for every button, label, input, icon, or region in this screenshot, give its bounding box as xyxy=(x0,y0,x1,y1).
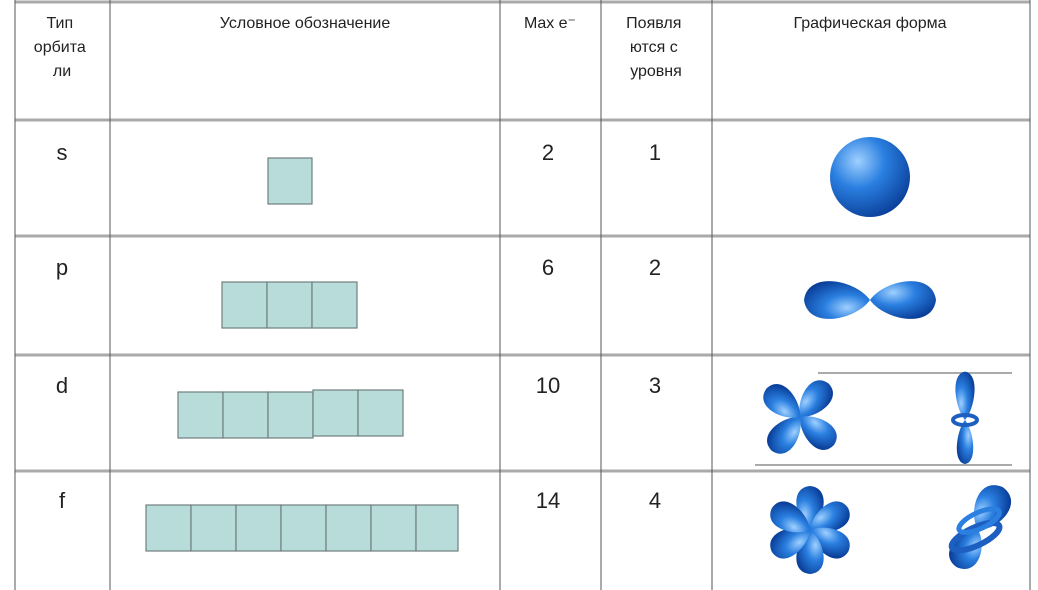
lobe xyxy=(870,281,936,319)
cell-box xyxy=(371,505,416,551)
cell-box xyxy=(312,282,357,328)
orbital-type: f xyxy=(59,488,66,513)
header-line: ли xyxy=(53,63,71,80)
orbital-table: Тип орбита ли Условное обозначение Max e… xyxy=(0,0,1038,590)
lobe xyxy=(955,372,974,420)
cell-box xyxy=(281,505,326,551)
p-orbital xyxy=(804,281,936,319)
header-cell: Условное обозначение xyxy=(220,15,391,32)
f-orbital-complex xyxy=(943,479,1017,575)
lobe xyxy=(804,281,870,319)
max-electrons: 14 xyxy=(536,488,560,513)
s-orbital xyxy=(830,137,910,217)
header-cell: Max e⁻ xyxy=(524,15,576,32)
cell-box xyxy=(236,505,281,551)
cell-box xyxy=(223,392,268,438)
level: 1 xyxy=(649,140,661,165)
cell-box xyxy=(313,390,358,436)
header-line: орбита xyxy=(34,39,86,56)
orbital-type: p xyxy=(56,255,68,280)
header-cell: Графическая форма xyxy=(793,15,946,32)
header-cell: Тип орбита ли xyxy=(34,15,90,80)
orbital-type: d xyxy=(56,373,68,398)
cell-box xyxy=(326,505,371,551)
cell-box xyxy=(358,390,403,436)
orbital-type: s xyxy=(57,140,68,165)
cell-box xyxy=(416,505,458,551)
max-electrons: 10 xyxy=(536,373,560,398)
page: {"table": { "header": [["Тип", "орбита",… xyxy=(0,0,1038,590)
cell-box xyxy=(268,158,312,204)
d-orbital-clover xyxy=(758,375,843,460)
d-boxes xyxy=(178,390,403,438)
cell-box xyxy=(267,282,312,328)
header-line: Тип xyxy=(46,15,73,32)
cell-box xyxy=(222,282,267,328)
f-orbital-flower xyxy=(765,486,855,574)
s-boxes xyxy=(268,158,312,204)
p-boxes xyxy=(222,282,357,328)
level: 3 xyxy=(649,373,661,398)
max-electrons: 6 xyxy=(542,255,554,280)
level: 4 xyxy=(649,488,661,513)
cell-box xyxy=(146,505,191,551)
cell-box xyxy=(178,392,223,438)
max-electrons: 2 xyxy=(542,140,554,165)
level: 2 xyxy=(649,255,661,280)
header-line: уровня xyxy=(630,63,682,80)
header-line: Появля xyxy=(626,15,681,32)
cell-box xyxy=(191,505,236,551)
header-cell: Появля ются с уровня xyxy=(626,15,686,80)
cell-box xyxy=(268,392,313,438)
f-boxes xyxy=(146,505,458,551)
d-orbital-z2 xyxy=(953,372,977,464)
header-line: ются с xyxy=(630,39,678,56)
